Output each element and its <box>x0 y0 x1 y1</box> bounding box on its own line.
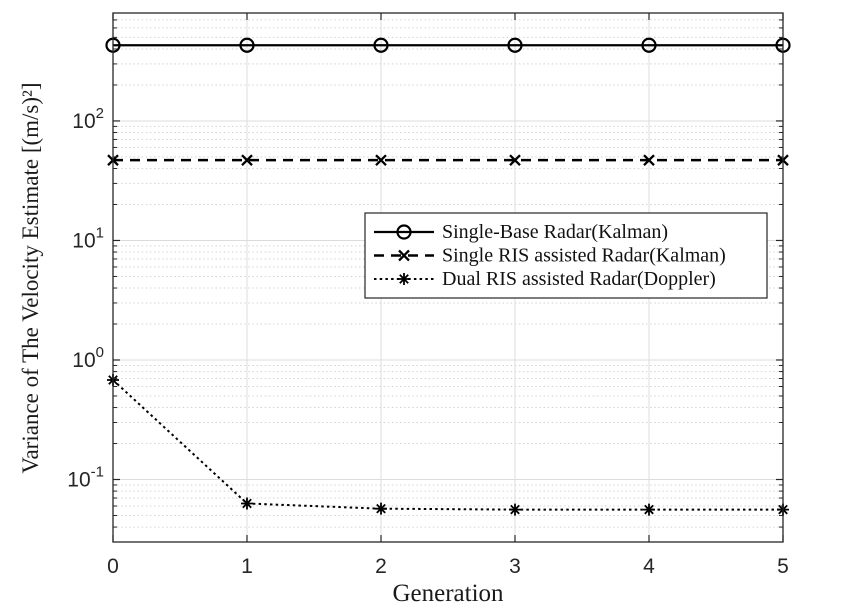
legend-label: Dual RIS assisted Radar(Doppler) <box>442 268 716 290</box>
circle-marker <box>641 37 657 53</box>
series-line <box>112 379 783 511</box>
asterisk-marker <box>509 503 521 516</box>
axis-ticks <box>112 13 784 542</box>
x-tick-label: 3 <box>509 555 521 578</box>
asterisk-marker <box>398 273 410 285</box>
legend-item-1: Single RIS assisted Radar(Kalman) <box>374 245 726 267</box>
x-tick-label: 4 <box>643 555 655 578</box>
legend-label: Single RIS assisted Radar(Kalman) <box>442 245 726 267</box>
legend: Single-Base Radar(Kalman)Single RIS assi… <box>364 212 768 299</box>
x-marker <box>241 154 253 166</box>
circle-marker <box>239 37 255 53</box>
asterisk-marker <box>643 503 655 516</box>
asterisk-marker <box>241 497 253 510</box>
y-axis-label: Variance of The Velocity Estimate [(m/s)… <box>18 82 43 474</box>
x-marker <box>375 154 387 166</box>
x-marker <box>398 249 410 262</box>
x-marker <box>643 154 655 166</box>
circle-marker <box>396 224 412 240</box>
x-tick-label: 2 <box>375 555 387 578</box>
circle-marker <box>373 37 389 53</box>
circle-marker <box>507 37 523 53</box>
series-0 <box>105 37 791 53</box>
y-tick-label: 100 <box>72 344 104 372</box>
y-tick-label: 101 <box>72 224 104 252</box>
x-axis-label: Generation <box>392 580 504 607</box>
y-tick-label: 10-1 <box>67 464 104 492</box>
x-tick-label: 5 <box>777 555 789 578</box>
asterisk-marker <box>375 502 387 515</box>
y-tick-label: 102 <box>72 105 104 133</box>
legend-item-2: Dual RIS assisted Radar(Doppler) <box>374 268 716 290</box>
axes-frame <box>112 12 784 543</box>
legend-label: Single-Base Radar(Kalman) <box>442 221 668 243</box>
x-marker <box>509 154 521 166</box>
x-tick-label: 0 <box>107 555 119 578</box>
legend-item-0: Single-Base Radar(Kalman) <box>374 221 668 243</box>
x-tick-label: 1 <box>241 555 253 578</box>
